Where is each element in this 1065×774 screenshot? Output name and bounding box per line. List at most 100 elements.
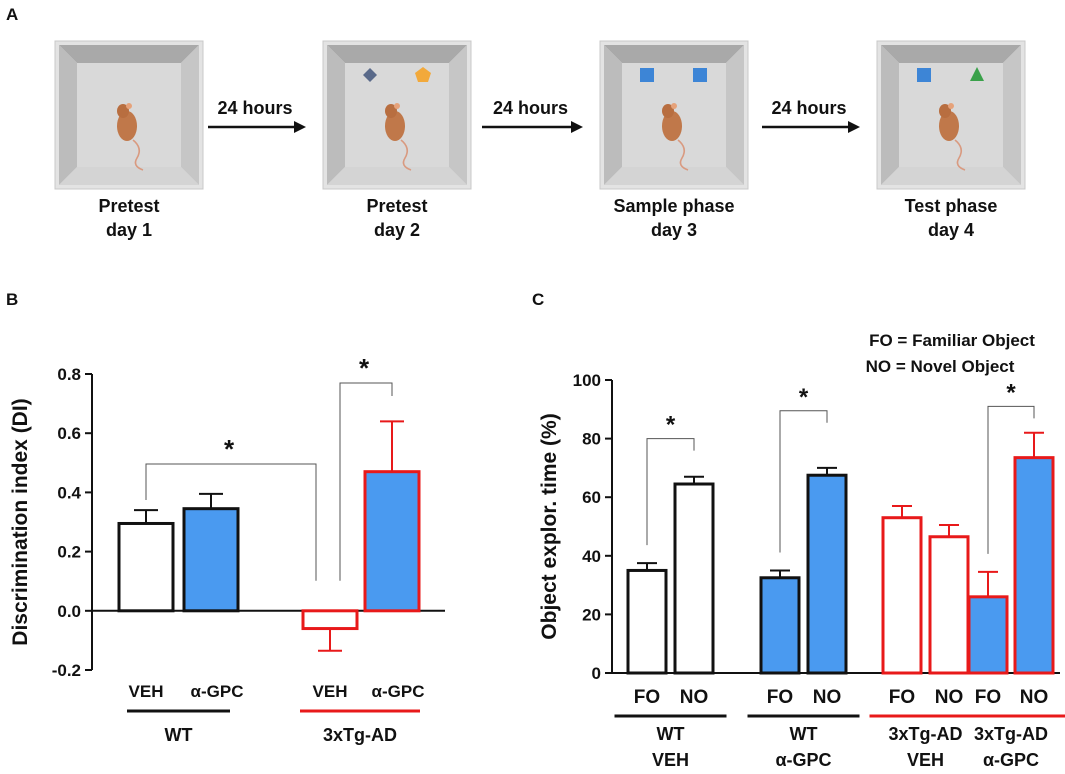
bar-1 [117,521,175,613]
y-tick-label: 0 [592,664,601,683]
bar-2 [182,507,240,613]
bar-3 [301,609,359,631]
arrow-head-icon [294,121,306,133]
arena-left-wall [604,45,622,185]
bar-4 [363,470,421,613]
significance-star: * [224,434,235,464]
arena-bottom-wall [59,167,199,185]
bar-fo [967,595,1009,675]
pentagon-orange-object-icon [415,67,431,82]
y-tick-label: 0.0 [57,602,81,621]
arena-top-wall [881,45,1021,63]
x-tick-label: NO [680,687,709,708]
x-tick-label: NO [813,687,842,708]
x-tick-label: FO [634,687,660,708]
group-label: 3xTg-AD [323,725,397,745]
panel-c-exploration-chart: C 0 20 40 60 80 100 Object explor. time (%) FO … [532,290,1065,770]
x-tick-label: NO [935,687,964,708]
stage-day-3: day 3 [651,220,697,240]
triangle-green-object-icon [970,67,984,81]
significance-bracket [779,410,828,553]
stage-day-4: day 4 [928,220,974,240]
legend-line-2: NO = Novel Object [866,357,1015,376]
significance-star: * [666,412,676,439]
y-tick-label: 0.4 [57,483,81,502]
arena-top-wall [59,45,199,63]
significance-star: * [359,353,370,383]
mouse-head [939,104,951,118]
group-label-line-2: VEH [907,750,944,770]
arena-right-wall [181,45,199,185]
diamond-gray-object-icon [363,68,377,82]
arrow-head-icon [848,121,860,133]
x-tick-label: FO [889,687,915,708]
mouse-head [385,104,397,118]
arena-left-wall [881,45,899,185]
stage-day-1: day 1 [106,220,152,240]
significance-bracket [145,463,317,581]
bar-no [1013,456,1055,675]
stage-title-1: Pretest [98,196,159,216]
mouse-tail [954,139,966,171]
mouse-icon [939,111,959,141]
significance-bracket [646,438,695,546]
significance-bracket [339,382,393,581]
x-tick-label: NO [1020,687,1049,708]
group-label-line-2: α-GPC [983,750,1039,770]
panel-b-discrimination-chart: B -0.2 0.0 0.2 0.4 0.6 0.8 Discrimination inde… [6,290,445,745]
bar-fo [881,516,923,675]
y-tick-label: 0.2 [57,543,81,562]
x-tick-label: FO [975,687,1001,708]
x-tick-label: FO [767,687,793,708]
mouse-tail [132,139,144,171]
group-label-line-1: WT [790,724,818,744]
panel-a-label: A [6,5,18,24]
arena-stage-1 [54,40,204,190]
significance-star: * [799,384,809,411]
arena-left-wall [327,45,345,185]
arena-right-wall [726,45,744,185]
arena-stage-3 [599,40,749,190]
arena-right-wall [449,45,467,185]
y-tick-label: 40 [582,547,601,566]
mouse-icon [662,111,682,141]
group-label-line-1: WT [657,724,685,744]
panel-b-label: B [6,290,18,309]
significance-star: * [1006,379,1016,406]
arrow-label-1: 24 hours [217,98,292,118]
mouse-ear [948,103,954,109]
bar-no [673,482,715,675]
y-tick-label: 60 [582,488,601,507]
mouse-ear [394,103,400,109]
y-tick-label: 0.8 [57,365,81,384]
bar-fo [759,576,801,675]
x-tick-label: α-GPC [191,682,244,701]
square-blue-object-icon [640,68,654,82]
arena-bottom-wall [604,167,744,185]
stage-title-4: Test phase [905,196,998,216]
stage-title-2: Pretest [366,196,427,216]
bar-no [806,473,848,675]
arena-top-wall [327,45,467,63]
arena-stage-4 [876,40,1026,190]
y-tick-label: 80 [582,430,601,449]
mouse-tail [400,139,412,171]
group-label: WT [165,725,193,745]
group-label-line-1: 3xTg-AD [974,724,1048,744]
arena-bottom-wall [881,167,1021,185]
stage-day-2: day 2 [374,220,420,240]
arrow-label-3: 24 hours [771,98,846,118]
mouse-tail [677,139,689,171]
arena-bottom-wall [327,167,467,185]
group-label-line-2: α-GPC [775,750,831,770]
bar-no [928,535,970,675]
mouse-ear [671,103,677,109]
y-axis-label: Object explor. time (%) [538,413,561,639]
arrow-label-2: 24 hours [493,98,568,118]
y-tick-label: 100 [573,371,601,390]
mouse-head [662,104,674,118]
arrow-head-icon [571,121,583,133]
square-blue-object-icon [693,68,707,82]
y-tick-label: -0.2 [52,661,81,680]
